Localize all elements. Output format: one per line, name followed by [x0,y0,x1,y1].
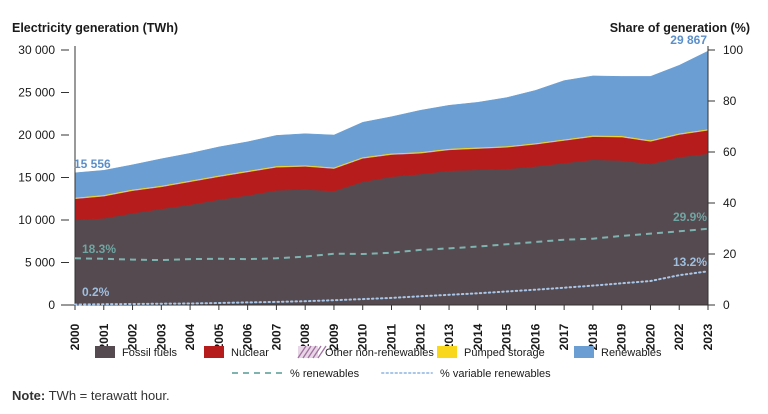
right-tick-label: 20 [723,247,737,261]
x-tick-label: 2001 [97,323,111,350]
right-tick-label: 80 [723,94,737,108]
legend-label: Pumped storage [464,347,545,359]
legend-hatch [307,345,317,359]
x-tick-label: 2014 [471,323,485,350]
legend-hatch [317,345,327,359]
x-tick-label: 2007 [269,323,283,350]
right-tick-label: 100 [723,43,743,57]
x-tick-label: 2003 [154,323,168,350]
x-tick-label: 2005 [212,323,226,350]
x-tick-label: 2000 [68,323,82,350]
x-tick-label: 2008 [298,323,312,350]
legend-label: Nuclear [231,347,269,359]
left-axis-title: Electricity generation (TWh) [12,21,178,35]
annotation-label: 0.2% [82,285,110,299]
right-tick-label: 40 [723,196,737,210]
x-tick-label: 2009 [327,323,341,350]
annotation-label: 18.3% [82,242,116,256]
legend-label: Other non-renewables [325,347,434,359]
annotation-label: 15 556 [74,157,111,171]
legend-label: % renewables [290,368,360,380]
legend-hatch [312,345,322,359]
right-tick-label: 60 [723,145,737,159]
x-tick-label: 2006 [241,323,255,350]
left-tick-label: 20 000 [18,128,55,142]
x-tick-label: 2015 [500,323,514,350]
annotation-label: 13.2% [673,255,707,269]
legend-label: Renewables [601,347,662,359]
left-tick-label: 15 000 [18,171,55,185]
x-tick-label: 2010 [356,323,370,350]
left-tick-label: 30 000 [18,43,55,57]
annotation-label: 29.9% [673,210,707,224]
x-tick-label: 2013 [442,323,456,350]
line--variable-renewables [74,270,709,306]
x-tick-label: 2016 [528,323,542,350]
x-tick-label: 2019 [615,323,629,350]
left-tick-label: 0 [48,298,55,312]
annotation-label: 29 867 [670,33,707,47]
note-label: Note: [12,388,46,403]
x-tick-label: 2018 [586,323,600,350]
legend-hatch [297,345,307,359]
x-tick-label: 2022 [672,323,686,350]
legend-hatch [302,345,312,359]
legend-swatch [437,346,457,358]
legend-swatch [95,346,115,358]
legend-swatch [574,346,594,358]
x-tick-label: 2023 [701,323,715,350]
x-tick-label: 2012 [413,323,427,350]
note-text: TWh = terawatt hour. [48,388,170,403]
right-tick-label: 0 [723,298,730,312]
x-tick-label: 2011 [385,324,399,350]
legend-swatch [204,346,224,358]
x-tick-label: 2017 [557,323,571,350]
left-tick-label: 10 000 [18,213,55,227]
left-tick-label: 5 000 [25,256,55,270]
right-axis-title: Share of generation (%) [610,21,750,35]
x-tick-label: 2004 [183,323,197,350]
left-tick-label: 25 000 [18,86,55,100]
note: Note: TWh = terawatt hour. [12,388,170,403]
line--renewables [74,227,709,262]
x-tick-label: 2002 [126,323,140,350]
legend-swatch [298,346,318,358]
legend-label: % variable renewables [440,368,551,380]
x-tick-label: 2020 [643,323,657,350]
legend-label: Fossil fuels [122,347,178,359]
